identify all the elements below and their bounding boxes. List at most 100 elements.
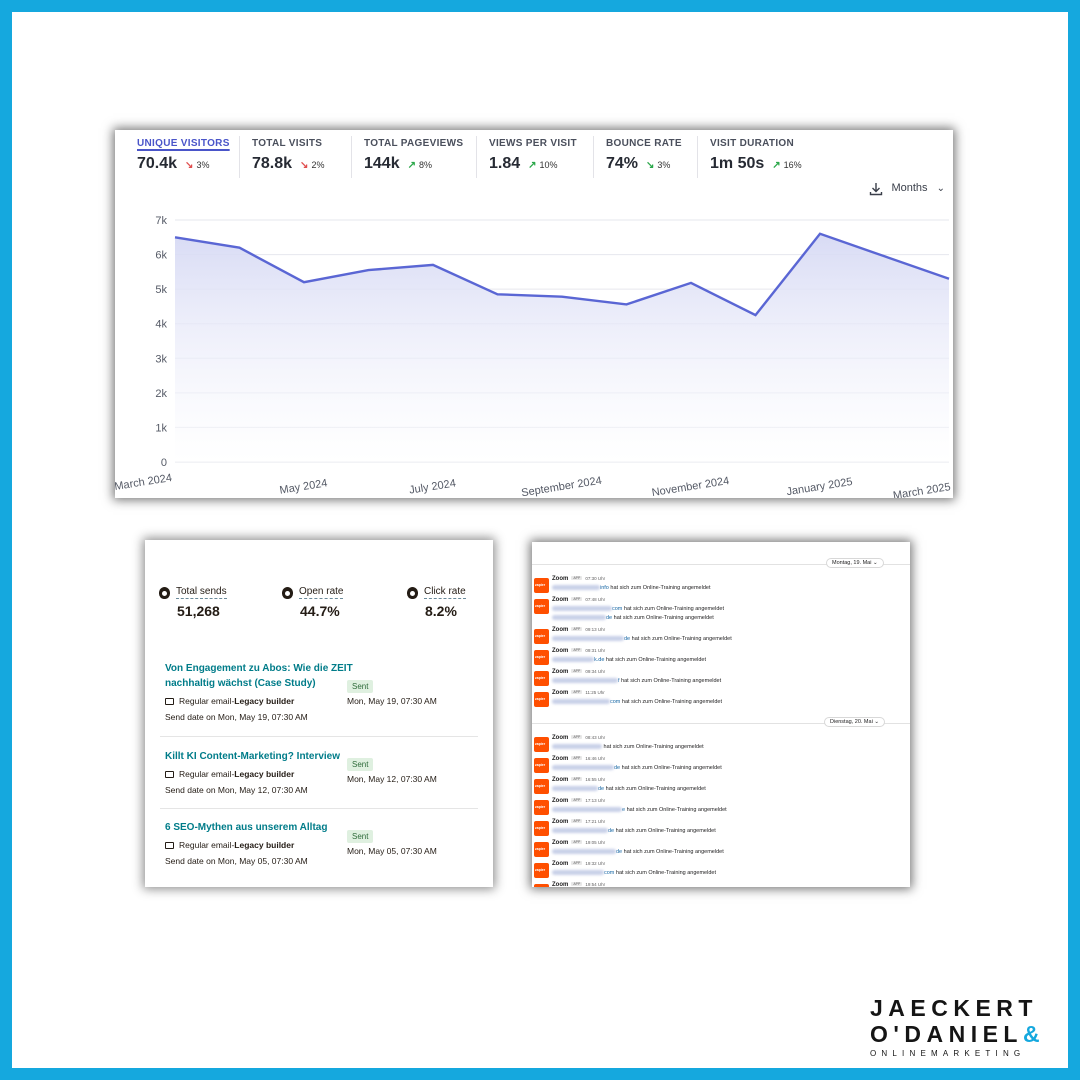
message-body: hat sich zum Online-Training angemeldet	[614, 828, 716, 834]
zapier-app-icon	[534, 737, 549, 752]
redacted-email	[552, 585, 600, 590]
redacted-email	[552, 765, 614, 770]
app-tag: APP	[571, 777, 583, 781]
sender-name[interactable]: Zoom	[552, 690, 569, 696]
stat-value: 44.7%	[300, 603, 340, 619]
sender-name[interactable]: Zoom	[552, 840, 569, 846]
redacted-email	[552, 870, 604, 875]
metric-label: TOTAL PAGEVIEWS	[364, 138, 464, 149]
sender-name[interactable]: Zoom	[552, 861, 569, 867]
message-body: hat sich zum Online-Training angemeldet	[630, 636, 732, 642]
campaign-type: Regular email	[179, 840, 232, 850]
metric-visit-duration[interactable]: VISIT DURATION 1m 50s ↗ 16%	[697, 136, 827, 178]
email-domain: de	[608, 828, 615, 834]
metric-total-visits[interactable]: TOTAL VISITS 78.8k ↘ 2%	[239, 136, 351, 178]
message-body: hat sich zum Online-Training angemeldet	[608, 585, 711, 591]
redacted-email	[552, 657, 594, 662]
sender-name[interactable]: Zoom	[552, 735, 569, 741]
message-time: 07:30 Uhr	[585, 576, 606, 581]
zapier-app-icon	[534, 800, 549, 815]
x-tick-label: January 2025	[786, 476, 854, 498]
email-domain: de	[606, 615, 613, 621]
chart-area	[175, 233, 949, 462]
message-time: 17:13 Uhr	[585, 798, 606, 803]
sender-name[interactable]: Zoom	[552, 627, 569, 633]
mailchimp-card: Total sends 51,268 Open rate 44.7% Click…	[145, 540, 493, 887]
message-time: 19:32 Uhr	[585, 861, 606, 866]
campaign-send-line: Send date on Mon, May 12, 07:30 AM	[165, 785, 308, 795]
zapier-app-icon	[534, 671, 549, 686]
visitors-chart: 0 1k 2k 3k 4k 5k 6k 7k March 2024 May 2024 July 2…	[115, 215, 951, 498]
email-domain: e	[622, 807, 626, 813]
y-tick-label: 7k	[155, 215, 167, 227]
metric-label: UNIQUE VISITORS	[137, 138, 230, 149]
message-text: f hat sich zum Online-Training angemelde…	[552, 678, 721, 684]
stat-open-rate: Open rate 44.7%	[282, 586, 382, 619]
sender-name[interactable]: Zoom	[552, 882, 569, 887]
sender-name[interactable]: Zoom	[552, 669, 569, 675]
zapier-app-icon	[534, 779, 549, 794]
day-pill[interactable]: Dienstag, 20. Mai ⌄	[824, 717, 885, 727]
email-domain: com	[610, 699, 621, 705]
day-pill[interactable]: Montag, 19. Mai ⌄	[826, 558, 884, 568]
campaign-row: Killt KI Content-Marketing? Interview Re…	[165, 749, 485, 795]
metric-bounce-rate[interactable]: BOUNCE RATE 74% ↘ 3%	[593, 136, 697, 178]
message-text: de hat sich zum Online-Training angemeld…	[552, 615, 714, 621]
campaign-title-link[interactable]: 6 SEO-Mythen aus unserem Alltag	[165, 822, 328, 833]
message-time: 19:54 Uhr	[585, 882, 606, 887]
stat-value: 8.2%	[425, 603, 457, 619]
metric-label: BOUNCE RATE	[606, 138, 682, 149]
stat-label[interactable]: Click rate	[424, 586, 466, 599]
message-time: 07:48 Uhr	[585, 597, 606, 602]
stat-label[interactable]: Open rate	[299, 586, 344, 599]
metric-unique-visitors[interactable]: UNIQUE VISITORS 70.4k ↘ 3%	[125, 136, 239, 178]
message-body: hat sich zum Online-Training angemeldet	[622, 849, 724, 855]
message-header: Zoom APP 19:05 Uhr	[552, 840, 605, 846]
message-time: 09:31 Uhr	[585, 648, 606, 653]
sender-name[interactable]: Zoom	[552, 777, 569, 783]
metric-change: 3%	[657, 160, 671, 170]
metric-value: 70.4k	[137, 155, 178, 172]
metric-change: 2%	[311, 160, 325, 170]
message-time: 16:55 Uhr	[585, 777, 606, 782]
sender-name[interactable]: Zoom	[552, 819, 569, 825]
sender-name[interactable]: Zoom	[552, 798, 569, 804]
zapier-app-icon	[534, 599, 549, 614]
mailchimp-icon	[159, 586, 170, 599]
redacted-email	[552, 807, 622, 812]
campaign-date: Mon, May 05, 07:30 AM	[347, 846, 437, 856]
campaign-builder: Legacy builder	[234, 840, 295, 850]
metric-value: 1.84	[489, 155, 521, 172]
analytics-card: UNIQUE VISITORS 70.4k ↘ 3% TOTAL VISITS 78…	[115, 130, 953, 498]
message-header: Zoom APP 09:31 Uhr	[552, 648, 605, 654]
sender-name[interactable]: Zoom	[552, 576, 569, 582]
metric-total-pageviews[interactable]: TOTAL PAGEVIEWS 144k ↗ 8%	[351, 136, 476, 178]
campaign-title-link[interactable]: Killt KI Content-Marketing? Interview	[165, 751, 341, 762]
metric-views-per-visit[interactable]: VIEWS PER VISIT 1.84 ↗ 10%	[476, 136, 593, 178]
interval-select[interactable]: Months ⌄	[891, 182, 945, 194]
separator: -	[231, 769, 235, 779]
message-header: Zoom APP 09:34 Uhr	[552, 669, 605, 675]
download-icon[interactable]	[869, 182, 883, 196]
app-tag: APP	[571, 756, 583, 760]
app-tag: APP	[571, 648, 583, 652]
message-header: Zoom APP 11:25 Uhr	[552, 690, 605, 696]
message-text: de hat sich zum Online-Training angemeld…	[552, 765, 722, 771]
message-header: Zoom APP 17:13 Uhr	[552, 798, 605, 804]
stat-click-rate: Click rate 8.2%	[407, 586, 493, 619]
sender-name[interactable]: Zoom	[552, 648, 569, 654]
message-body: hat sich zum Online-Training angemeldet	[620, 765, 722, 771]
day-divider	[532, 564, 910, 565]
stat-label[interactable]: Total sends	[176, 586, 227, 599]
campaign-title-link[interactable]: Von Engagement zu Abos: Wie die ZEIT nac…	[165, 663, 353, 689]
trend-down-icon: ↘	[185, 160, 194, 171]
campaign-type: Regular email	[179, 769, 232, 779]
message-text: de hat sich zum Online-Training angemeld…	[552, 828, 716, 834]
email-domain: f	[618, 678, 620, 684]
redacted-email	[552, 786, 598, 791]
sender-name[interactable]: Zoom	[552, 597, 569, 603]
message-body: hat sich zum Online-Training angemeldet	[622, 606, 724, 612]
sender-name[interactable]: Zoom	[552, 756, 569, 762]
message-body: hat sich zum Online-Training angemeldet	[612, 615, 714, 621]
envelope-icon	[165, 841, 174, 849]
